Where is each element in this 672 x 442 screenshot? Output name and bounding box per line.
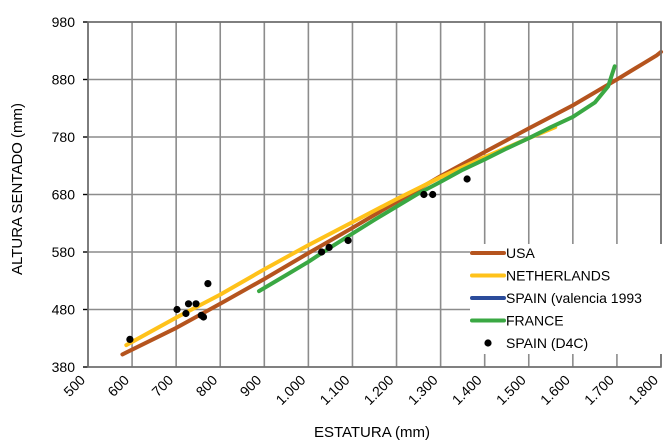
legend-label-spain-d4c: SPAIN (D4C) (506, 335, 588, 351)
data-point-spain-d4c (173, 305, 181, 314)
data-point-spain-d4c (429, 190, 437, 199)
data-point-spain-d4c (192, 300, 200, 308)
y-tick-label: 580 (52, 244, 76, 260)
data-point-spain-d4c (204, 280, 212, 288)
data-point-spain-d4c (325, 243, 333, 251)
y-tick-label: 880 (52, 72, 76, 88)
plot-frame (87, 21, 662, 368)
data-point-spain-d4c (318, 248, 326, 256)
data-point-spain-d4c (182, 309, 190, 318)
y-tick-label: 780 (52, 129, 76, 145)
y-tick-label: 380 (52, 359, 76, 375)
y-tick-label: 980 (52, 14, 76, 30)
data-point-spain-d4c (463, 175, 471, 183)
data-point-spain-d4c (184, 300, 193, 308)
legend-label-usa: USA (506, 245, 535, 261)
x-axis-title: ESTATURA (mm) (314, 424, 430, 441)
data-point-spain-d4c (126, 335, 134, 343)
legend-label-netherlands: NETHERLANDS (506, 268, 610, 284)
y-tick-label: 680 (52, 187, 76, 203)
legend: USA NETHERLANDS SPAIN (valencia 1993 FRANCE… (470, 244, 672, 354)
y-tick-label: 480 (52, 302, 76, 318)
data-point-spain-d4c (344, 236, 352, 245)
data-point-spain-d4c (420, 190, 428, 199)
series-layer (120, 49, 663, 357)
data-point-spain-d4c (199, 313, 208, 321)
legend-label-spain-valencia-1993: SPAIN (valencia 1993 (506, 290, 642, 306)
y-axis-title: ALTURA SENTADO (mm) (9, 103, 26, 275)
legend-marker-spain-d4c (484, 339, 492, 347)
legend-label-france: FRANCE (506, 313, 564, 329)
